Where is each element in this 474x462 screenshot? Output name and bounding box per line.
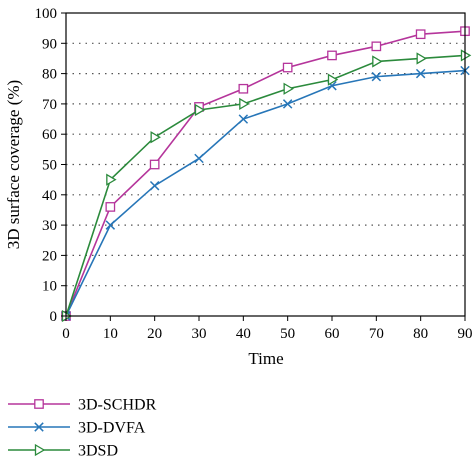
data-point xyxy=(415,29,426,40)
grid-lines xyxy=(66,42,465,287)
data-point xyxy=(238,83,249,94)
data-point-cross xyxy=(282,99,293,109)
data-point xyxy=(327,73,339,86)
y-tick-label: 10 xyxy=(42,279,57,295)
x-tick-label: 90 xyxy=(458,326,473,342)
legend: 3D-SCHDR 3D-DVFA 3DSD xyxy=(8,397,157,460)
data-point xyxy=(194,153,204,164)
y-tick-label: 60 xyxy=(42,127,57,143)
y-tick-label: 30 xyxy=(42,218,57,234)
series-3D-DVFA xyxy=(61,65,470,321)
series-line xyxy=(65,54,466,317)
x-tick-label: 20 xyxy=(147,326,162,342)
x-tick-label: 0 xyxy=(62,326,70,342)
y-tick-label: 90 xyxy=(42,36,57,52)
data-point xyxy=(150,131,161,144)
legend-marker-cross xyxy=(34,422,44,432)
data-point xyxy=(239,97,250,111)
data-point-cross xyxy=(238,114,249,124)
data-point xyxy=(149,180,160,191)
data-point xyxy=(105,220,116,230)
y-tick-label: 0 xyxy=(50,309,58,325)
series-line xyxy=(65,30,466,317)
data-point xyxy=(106,173,117,186)
y-tick-label: 80 xyxy=(42,67,57,83)
legend-marker xyxy=(34,443,46,457)
y-axis-title: 3D surface coverage (%) xyxy=(4,80,23,249)
x-axis-title: Time xyxy=(248,349,283,368)
legend-item: 3D-DVFA xyxy=(8,420,146,437)
x-tick-label: 30 xyxy=(192,326,207,342)
data-point xyxy=(105,202,116,212)
x-tick-label: 60 xyxy=(325,326,340,342)
x-tick-label: 40 xyxy=(236,326,251,342)
data-point xyxy=(460,49,472,62)
data-point xyxy=(149,159,160,170)
y-tick-label: 100 xyxy=(35,6,58,22)
legend-label: 3D-DVFA xyxy=(78,420,146,437)
data-point xyxy=(282,99,293,109)
axis-ticks: 0 10 20 30 40 50 60 70 80 90 100 0 10 20 30 40 50 60 70 80 9… xyxy=(35,6,473,342)
y-tick-label: 70 xyxy=(42,97,57,113)
y-tick-label: 40 xyxy=(42,188,57,204)
data-point xyxy=(194,103,206,117)
x-tick-label: 80 xyxy=(413,326,428,342)
data-point xyxy=(238,114,249,124)
data-point xyxy=(283,82,294,95)
legend-item: 3DSD xyxy=(8,443,118,460)
legend-label: 3D-SCHDR xyxy=(78,397,157,414)
data-point-cross xyxy=(371,71,382,82)
x-tick-label: 50 xyxy=(280,326,295,342)
data-point-cross xyxy=(194,153,204,164)
data-point-cross xyxy=(149,180,160,191)
data-point-cross xyxy=(105,220,116,230)
series-3DSD xyxy=(61,49,472,323)
y-tick-label: 20 xyxy=(42,248,57,264)
data-point xyxy=(371,41,382,52)
legend-item: 3D-SCHDR xyxy=(8,397,157,414)
data-point xyxy=(327,50,337,61)
legend-marker xyxy=(34,422,44,432)
data-point xyxy=(415,68,426,79)
data-point xyxy=(282,62,293,73)
legend-label: 3DSD xyxy=(78,443,118,460)
y-tick-label: 50 xyxy=(42,158,57,174)
x-tick-label: 70 xyxy=(369,326,384,342)
series-layer xyxy=(61,26,472,323)
series-3D-SCHDR xyxy=(61,26,470,321)
data-point xyxy=(371,71,382,82)
data-point-cross xyxy=(415,68,426,79)
series-line xyxy=(65,69,466,317)
data-point xyxy=(372,55,383,68)
x-tick-label: 10 xyxy=(103,326,118,342)
data-point xyxy=(416,52,427,65)
legend-marker xyxy=(34,399,44,409)
